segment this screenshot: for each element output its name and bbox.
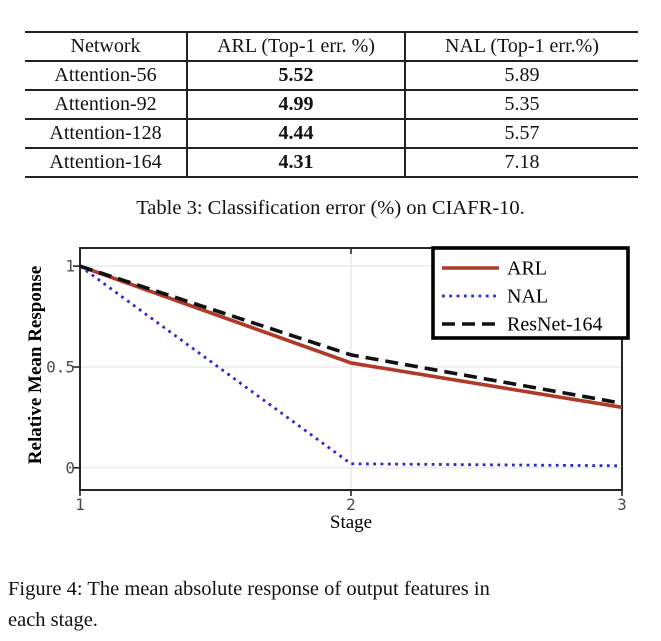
figure-caption: Figure 4: The mean absolute response of … <box>8 574 656 636</box>
y-axis-label: Relative Mean Response <box>28 266 46 464</box>
table-caption: Table 3: Classification error (%) on CIA… <box>136 197 525 219</box>
figure-caption-line2: each stage. <box>8 609 98 631</box>
y-tick-label: 0.5 <box>46 357 75 376</box>
y-tick-label: 0 <box>65 458 75 477</box>
y-tick-label: 1 <box>65 257 75 276</box>
line-chart: 0 0.5 1 1 2 3 Relative Mean Response Stage ARL NA… <box>25 246 630 533</box>
figure-caption-line1: Figure 4: The mean absolute response of … <box>8 578 490 600</box>
table-row: Attention-92 4.99 5.35 <box>25 90 638 120</box>
x-tick-label: 2 <box>346 495 356 514</box>
x-tick-label: 1 <box>75 495 85 514</box>
table-header-row: Network ARL (Top-1 err. %) NAL (Top-1 er… <box>25 31 638 62</box>
cell-network: Attention-128 <box>25 119 187 149</box>
cell-network: Attention-92 <box>25 90 187 120</box>
legend-label-nal: NAL <box>507 286 548 308</box>
cell-nal-value: 5.89 <box>404 61 638 91</box>
series-line-arl <box>79 264 623 410</box>
legend-label-resnet-164: ResNet-164 <box>507 314 603 336</box>
cell-arl-value: 4.31 <box>186 148 405 178</box>
cell-arl-value: 4.99 <box>186 90 405 120</box>
cell-nal-value: 5.35 <box>404 90 638 120</box>
cell-arl-value: 4.44 <box>186 119 405 149</box>
table-row: Attention-164 4.31 7.18 <box>25 148 638 178</box>
results-table: Network ARL (Top-1 err. %) NAL (Top-1 er… <box>25 31 638 178</box>
x-tick-label: 3 <box>617 495 627 514</box>
table-row: Attention-128 4.44 5.57 <box>25 119 638 149</box>
cell-network: Attention-164 <box>25 148 187 178</box>
figure-chart: 0 0.5 1 1 2 3 Relative Mean Response Stage ARL NA… <box>25 238 661 538</box>
col-header-arl: ARL (Top-1 err. %) <box>186 31 405 62</box>
cell-nal-value: 5.57 <box>404 119 638 149</box>
x-axis-label: Stage <box>330 512 372 533</box>
col-header-nal: NAL (Top-1 err.%) <box>404 31 638 62</box>
cell-network: Attention-56 <box>25 61 187 91</box>
series-line-nal <box>79 265 623 468</box>
cell-nal-value: 7.18 <box>404 148 638 178</box>
table-row: Attention-56 5.52 5.89 <box>25 61 638 91</box>
legend-label-arl: ARL <box>507 258 547 280</box>
col-header-network: Network <box>25 31 187 62</box>
series-line-resnet-164 <box>79 264 623 406</box>
cell-arl-value: 5.52 <box>186 61 405 91</box>
